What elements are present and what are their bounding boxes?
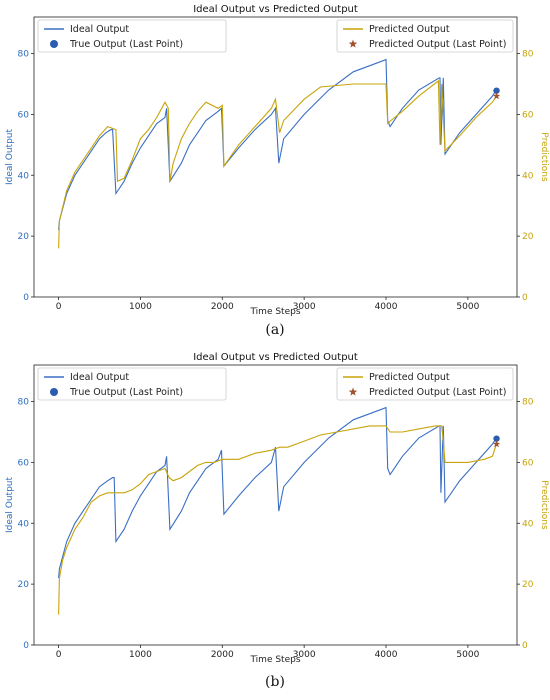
c1-y-axis-label: Ideal Output [5,477,15,534]
c1-x-axis-label: Time Steps [249,655,300,665]
panel-label-a: (a) [265,322,285,338]
c0-x-tick-label: 4000 [375,302,398,312]
c1-legend-pred-point-swatch [348,387,358,396]
c0-legend-right: Predicted Output Predicted Output (Last P… [336,19,514,53]
c1-legend-left-box [37,367,227,401]
c1-x-tick-label: 5000 [456,650,479,660]
c0-legend-true-point-swatch [50,40,58,48]
c0-y2-tick-label: 20 [522,232,534,242]
c1-legend-right-box [336,367,514,401]
c0-legend-true-point-label: True Output (Last Point) [69,39,183,50]
c1-y2-tick-label: 20 [522,580,534,590]
c1-x-tick-label: 1000 [129,650,152,660]
c1-legend-true-point-label: True Output (Last Point) [69,387,183,398]
c1-y-tick-label: 20 [18,580,30,590]
c0-true-output-last-point [493,87,500,94]
c0-plot-frame [33,16,518,298]
c0-y2-tick-label: 40 [522,171,534,181]
c1-legend-right: Predicted Output Predicted Output (Last P… [336,367,514,401]
c1-x-tick-label: 2000 [211,650,234,660]
c1-y-tick-label: 0 [23,641,29,651]
c0-x-tick-label: 5000 [456,302,479,312]
c1-x-tick-label: 4000 [375,650,398,660]
c1-legend-pred-point-label: Predicted Output (Last Point) [369,387,506,398]
c0-legend-left-box [37,19,227,53]
c0-x-tick-label: 1000 [129,302,152,312]
c1-y2-tick-label: 60 [522,458,534,468]
c0-y-tick-label: 80 [18,50,30,60]
c1-y-tick-label: 60 [18,458,30,468]
c0-y-tick-label: 60 [18,110,30,120]
c0-y2-tick-label: 60 [522,110,534,120]
c0-chart-title: Ideal Output vs Predicted Output [193,4,358,15]
c0-y2-tick-label: 80 [522,50,534,60]
c0-y-axis-label: Ideal Output [5,129,15,186]
c0-y-tick-label: 0 [23,293,29,303]
c1-legend-true-point-swatch [50,388,58,396]
c0-x-tick-label: 2000 [211,302,234,312]
c0-legend-pred-label: Predicted Output [369,24,450,35]
c0-y2-axis-label: Predictions [539,132,549,182]
c1-legend-pred-label: Predicted Output [369,372,450,383]
c0-predicted-output-line [58,79,497,249]
c1-y2-tick-label: 40 [522,519,534,529]
c0-legend-pred-point-label: Predicted Output (Last Point) [369,39,506,50]
c1-plot-frame [33,364,518,646]
c0-legend-left: Ideal Output True Output (Last Point) [37,19,227,53]
c1-y-tick-label: 40 [18,519,30,529]
c1-y2-tick-label: 80 [522,398,534,408]
c0-legend-pred-point-swatch [348,39,358,48]
c1-predicted-last-point-star [492,440,501,448]
panel-label-b: (b) [265,674,285,690]
c1-ideal-output-line [58,406,497,579]
c0-y2-tick-label: 0 [522,293,528,303]
c1-true-output-last-point [493,435,500,442]
c0-x-tick-label: 0 [56,302,62,312]
c1-x-tick-label: 0 [56,650,62,660]
c1-legend-ideal-label: Ideal Output [70,372,129,383]
c1-x-tick-label: 3000 [293,650,316,660]
c1-legend-left: Ideal Output True Output (Last Point) [37,367,227,401]
c1-chart-title: Ideal Output vs Predicted Output [193,352,358,363]
c1-predicted-output-line [58,425,498,615]
c0-y-tick-label: 20 [18,232,30,242]
c0-y-tick-label: 40 [18,171,30,181]
c0-x-axis-label: Time Steps [249,307,300,317]
c0-x-tick-label: 3000 [293,302,316,312]
c1-y2-tick-label: 0 [522,641,528,651]
c1-y-tick-label: 80 [18,398,30,408]
chart-panel-b: Ideal Output vs Predicted Output 0 1000 200… [0,348,550,666]
c0-ideal-output-line [58,58,497,231]
c1-y2-axis-label: Predictions [539,480,549,530]
c0-legend-ideal-label: Ideal Output [70,24,129,35]
chart-panel-a: Ideal Output vs Predicted Output 0 1000 200… [0,0,550,318]
c0-predicted-last-point-star [492,92,501,100]
c0-legend-right-box [336,19,514,53]
